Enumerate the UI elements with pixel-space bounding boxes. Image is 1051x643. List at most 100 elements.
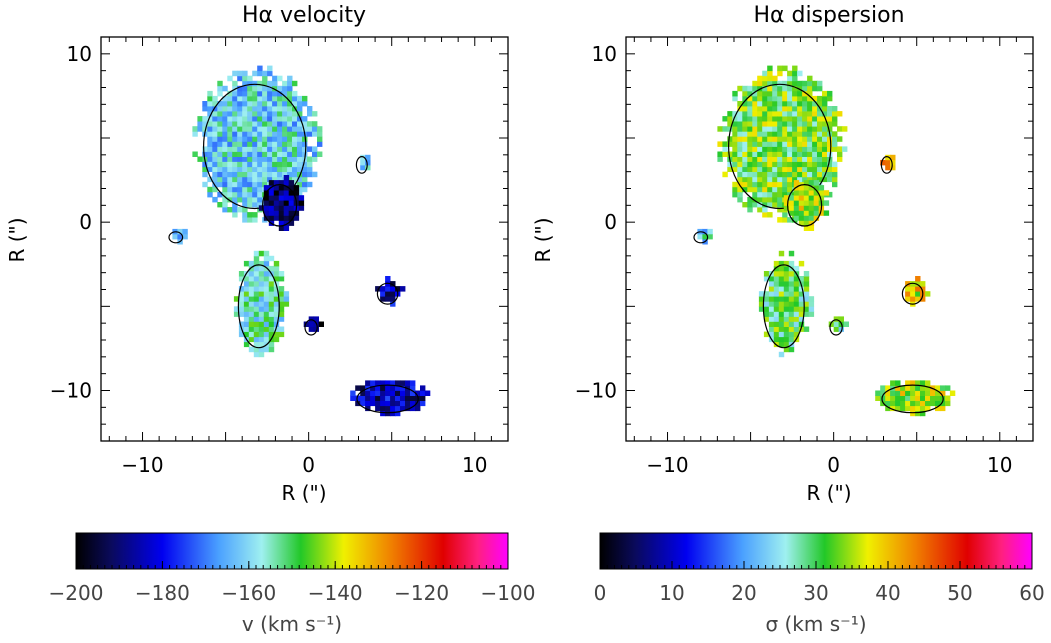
map-pixel — [302, 141, 308, 147]
map-pixel — [925, 395, 931, 401]
map-pixel — [278, 225, 285, 231]
map-pixel — [802, 176, 808, 183]
map-pixel — [222, 121, 228, 127]
map-pixel — [792, 106, 798, 112]
map-pixel — [762, 80, 768, 87]
map-pixel — [297, 181, 303, 188]
x-tick-label: −10 — [121, 453, 163, 477]
map-pixel — [312, 146, 318, 152]
map-pixel — [257, 186, 263, 193]
map-pixel — [798, 200, 805, 206]
map-pixel — [272, 101, 278, 107]
map-pixel — [232, 171, 238, 178]
map-pixel — [762, 136, 768, 142]
map-pixel — [797, 80, 803, 87]
map-pixel — [778, 296, 785, 302]
map-pixel — [813, 215, 820, 221]
map-pixel — [242, 126, 248, 132]
map-pixel — [787, 116, 793, 122]
map-pixel — [822, 101, 828, 107]
map-pixel — [768, 301, 775, 307]
map-pixel — [793, 265, 800, 272]
map-pixel — [287, 176, 293, 183]
map-pixel — [797, 176, 803, 183]
map-pixel — [227, 136, 233, 142]
map-pixel — [787, 151, 793, 157]
map-pixel — [773, 331, 780, 338]
map-pixel — [410, 380, 416, 386]
map-pixel — [263, 200, 270, 206]
map-pixel — [762, 90, 768, 97]
map-pixel — [905, 405, 911, 412]
map-pixel — [247, 217, 253, 223]
map-pixel — [243, 281, 250, 287]
map-pixel — [197, 116, 203, 122]
map-pixel — [287, 111, 293, 117]
map-pixel — [757, 80, 763, 87]
map-pixel — [757, 161, 763, 168]
map-pixel — [925, 291, 931, 297]
map-pixel — [787, 186, 793, 193]
map-pixel — [242, 101, 248, 107]
x-tick-labels: −10 0 10 — [646, 453, 1012, 477]
map-pixel — [268, 331, 275, 338]
map-pixel — [787, 95, 793, 102]
map-pixel — [287, 151, 293, 157]
contour-line — [693, 231, 709, 244]
map-pixel — [895, 380, 901, 386]
map-pixel — [287, 166, 293, 172]
map-pixel — [217, 171, 223, 178]
map-pixel — [773, 276, 780, 282]
map-pixel — [782, 156, 788, 162]
map-pixel — [817, 121, 823, 127]
map-pixel — [732, 181, 738, 188]
map-pixel — [202, 106, 208, 112]
map-pixel — [273, 271, 280, 277]
map-pixel — [782, 161, 788, 168]
map-pixel — [287, 90, 293, 97]
map-pixel — [788, 331, 795, 338]
map-pixel — [360, 400, 366, 407]
map-pixel — [812, 156, 818, 162]
map-pixel — [817, 95, 823, 102]
map-pixel — [227, 186, 233, 193]
map-pixel — [823, 210, 830, 216]
map-pixel — [252, 141, 258, 147]
map-pixel — [772, 181, 778, 188]
map-pixel — [817, 126, 823, 132]
map-pixel — [268, 291, 275, 297]
map-pixel — [268, 185, 275, 191]
map-pixel — [822, 166, 828, 172]
panel-title: Hα velocity — [242, 3, 366, 28]
contour-line — [304, 319, 318, 336]
y-tick-label: −10 — [575, 379, 617, 403]
map-pixel — [297, 95, 303, 102]
map-pixel — [302, 101, 308, 107]
map-pixel — [410, 395, 416, 401]
map-pixel — [757, 186, 763, 193]
map-pixel — [777, 111, 783, 117]
map-pixel — [777, 95, 783, 102]
map-pixel — [202, 121, 208, 127]
map-pixel — [792, 85, 798, 92]
map-pixel — [782, 212, 788, 218]
map-pixel — [752, 171, 758, 178]
map-pixel — [273, 316, 280, 322]
map-pixel — [782, 186, 788, 193]
map-pixel — [808, 190, 815, 196]
map-pixel — [287, 85, 293, 92]
map-pixel — [782, 111, 788, 117]
map-pixel — [243, 316, 250, 322]
map-pixel — [268, 200, 275, 206]
map-pixel — [263, 250, 270, 257]
map-pixel — [283, 175, 290, 181]
map-pixel — [807, 136, 813, 142]
map-pixel — [262, 95, 268, 102]
map-pixel — [415, 400, 421, 407]
map-pixel — [292, 141, 298, 147]
map-pixel — [737, 126, 743, 132]
map-pixel — [783, 341, 790, 348]
map-pixel — [763, 316, 770, 322]
map-pixel — [757, 121, 763, 127]
map-pixel — [317, 136, 323, 142]
